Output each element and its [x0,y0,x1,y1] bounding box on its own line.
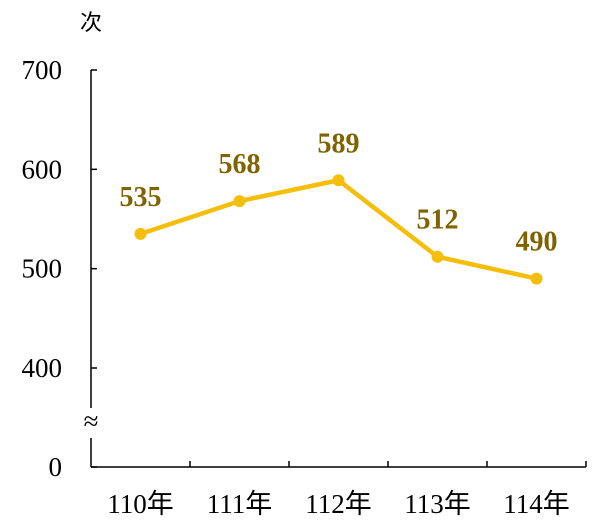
data-label: 568 [219,149,261,180]
axis-break-symbol: ≈ [84,406,99,436]
y-tick-label: 600 [22,154,63,184]
x-tick-label: 113年 [404,489,471,519]
x-tick-label: 110年 [107,489,174,519]
x-axis: 110年 111年 112年 113年 114年 [91,461,587,519]
data-series: 535 568 589 512 490 [120,128,558,285]
data-label: 589 [318,128,360,159]
data-label: 490 [516,227,558,258]
y-tick-label: 700 [22,55,63,85]
y-tick-label: 500 [22,254,63,284]
data-point [134,227,147,240]
data-point [530,272,543,285]
data-point [332,174,345,187]
x-tick-label: 112年 [305,489,372,519]
series-line [138,178,539,281]
data-label: 535 [120,182,162,213]
y-axis: 700 600 500 400 0 ≈ [22,55,99,482]
data-point [233,195,246,208]
x-tick-label: 114年 [503,489,570,519]
data-label: 512 [417,205,459,236]
data-point [431,250,444,263]
y-tick-label: 0 [49,452,63,482]
y-axis-unit-label: 次 [80,11,102,36]
x-tick-label: 111年 [207,489,273,519]
y-tick-label: 400 [22,353,63,383]
